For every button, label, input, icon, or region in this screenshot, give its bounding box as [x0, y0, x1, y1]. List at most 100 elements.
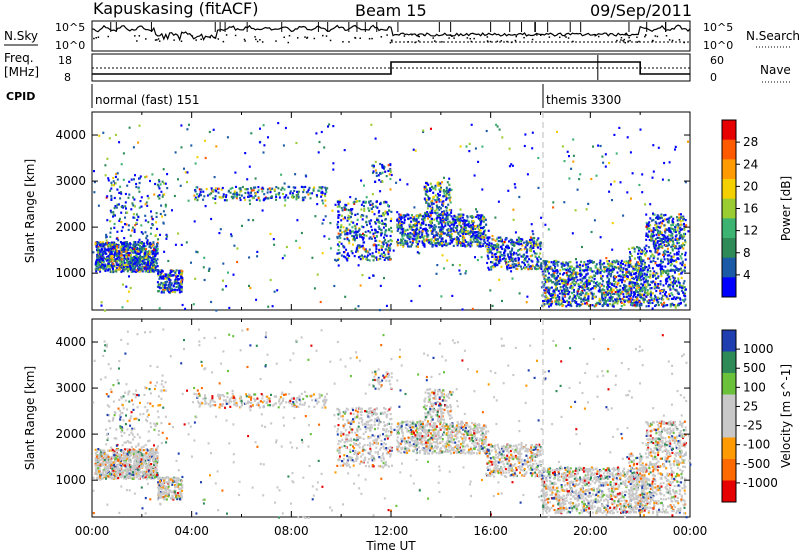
range-cell	[337, 210, 340, 213]
range-cell	[609, 292, 612, 295]
range-cell	[623, 303, 626, 307]
range-cell	[673, 280, 676, 283]
range-cell	[434, 226, 436, 229]
range-cell	[445, 206, 448, 209]
range-cell	[138, 206, 141, 209]
range-cell	[102, 241, 105, 244]
range-cell	[266, 197, 269, 200]
range-cell	[98, 255, 101, 258]
range-cell	[320, 187, 323, 190]
range-cell	[601, 283, 604, 286]
range-cell	[537, 264, 540, 267]
range-cell	[630, 287, 633, 290]
range-cell	[406, 242, 409, 245]
range-cell	[664, 253, 667, 256]
range-cell	[638, 279, 641, 282]
nsearch-point	[567, 37, 570, 39]
range-cell	[570, 265, 573, 268]
range-cell	[588, 259, 591, 262]
range-cell	[132, 264, 134, 267]
range-cell	[120, 266, 123, 269]
range-cell	[558, 298, 561, 301]
range-cell	[564, 285, 567, 288]
range-cell	[556, 261, 559, 264]
range-cell	[603, 291, 606, 294]
range-cell	[562, 288, 565, 291]
range-cell	[648, 230, 651, 233]
range-cell	[337, 216, 340, 219]
range-cell	[668, 283, 671, 286]
range-cell	[244, 198, 247, 201]
range-cell	[116, 268, 119, 271]
range-cell	[382, 226, 385, 229]
range-cell	[158, 180, 161, 183]
range-cell	[146, 269, 149, 272]
range-cell	[423, 245, 426, 248]
range-cell	[619, 284, 622, 288]
range-cell	[273, 188, 276, 191]
range-cell	[409, 223, 412, 226]
range-cell	[493, 253, 496, 256]
range-cell	[606, 260, 609, 263]
range-cell	[659, 280, 662, 283]
range-cell	[448, 193, 451, 196]
range-cell	[631, 270, 634, 273]
range-cell	[460, 219, 463, 222]
range-cell	[451, 240, 454, 243]
range-cell	[584, 275, 587, 278]
range-cell	[524, 246, 527, 249]
range-cell	[611, 296, 614, 299]
range-cell	[260, 187, 263, 191]
range-cell	[388, 249, 391, 252]
range-cell	[566, 273, 569, 277]
range-cell	[157, 283, 160, 286]
range-cell	[446, 218, 449, 221]
range-cell	[118, 217, 121, 220]
range-cell	[138, 177, 141, 180]
range-cell	[659, 230, 662, 233]
range-cell	[506, 268, 509, 271]
range-cell	[649, 290, 652, 293]
range-cell	[671, 227, 674, 230]
range-cell	[528, 240, 531, 243]
range-cell	[669, 237, 671, 240]
range-cell	[540, 267, 543, 270]
nsearch-point	[622, 39, 624, 42]
range-cell	[385, 224, 387, 227]
nsearch-point	[296, 37, 299, 39]
range-cell	[532, 246, 535, 249]
range-cell	[633, 286, 636, 289]
range-cell	[407, 232, 410, 235]
range-cell	[624, 275, 627, 278]
range-cell	[381, 163, 384, 167]
range-cell	[101, 265, 104, 268]
range-cell	[105, 252, 107, 255]
range-cell	[484, 218, 487, 221]
range-cell	[386, 212, 389, 216]
range-cell	[549, 286, 552, 289]
range-cell	[666, 239, 669, 242]
range-cell	[488, 268, 491, 271]
range-cell	[619, 288, 622, 292]
range-cell	[304, 185, 307, 189]
range-cell	[371, 255, 374, 258]
range-cell	[439, 233, 442, 236]
range-cell	[582, 298, 585, 301]
range-cell	[434, 188, 437, 191]
range-cell	[278, 193, 280, 196]
range-cell	[546, 260, 549, 263]
range-cell	[346, 238, 349, 241]
range-cell	[370, 219, 373, 222]
range-cell	[104, 242, 107, 245]
range-cell	[556, 296, 559, 299]
range-cell	[439, 212, 442, 216]
range-cell	[194, 196, 197, 199]
range-cell	[200, 188, 203, 191]
range-cell	[361, 218, 364, 221]
range-cell	[138, 190, 141, 193]
range-cell	[112, 267, 114, 271]
range-cell	[559, 288, 562, 291]
range-cell	[535, 241, 538, 244]
range-cell	[445, 219, 448, 222]
